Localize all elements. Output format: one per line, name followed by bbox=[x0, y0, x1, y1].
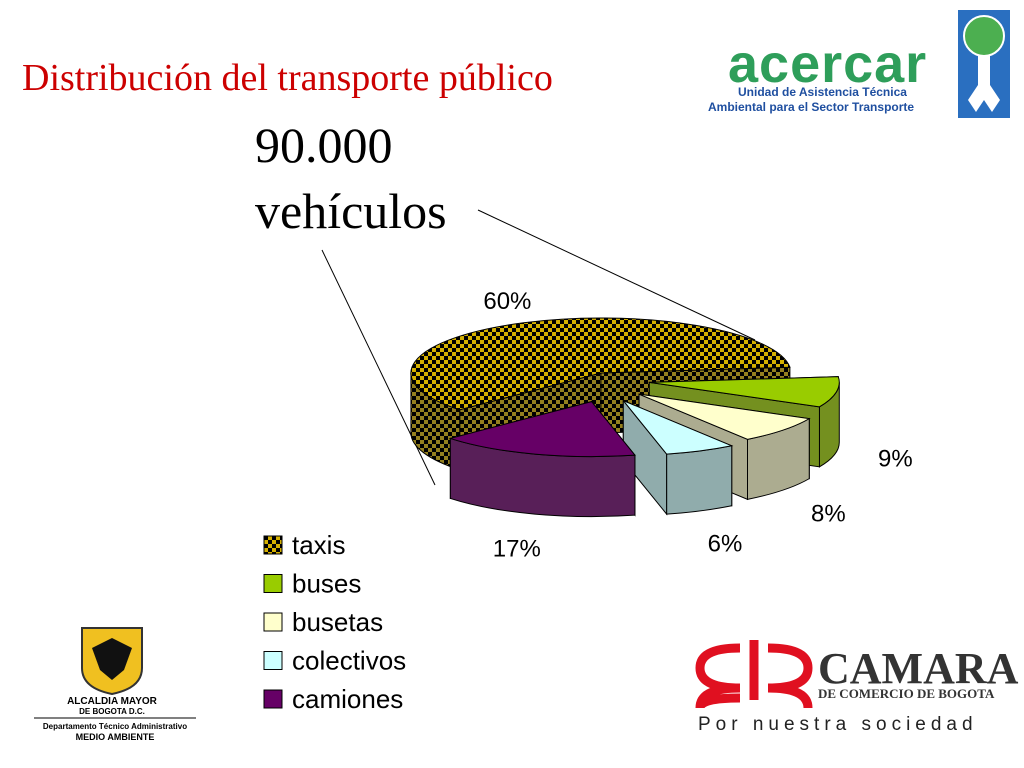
title: Distribución del transporte público bbox=[22, 57, 553, 99]
legend-swatch bbox=[263, 612, 283, 632]
data-label: 17% bbox=[493, 535, 541, 562]
camara-symbol bbox=[695, 640, 813, 710]
slice bbox=[448, 401, 636, 458]
data-label: 6% bbox=[708, 531, 743, 558]
callout-line bbox=[477, 209, 756, 341]
pie: 60% 9% 8% 6% 17% bbox=[410, 288, 913, 562]
logo-text: MEDIO AMBIENTE bbox=[76, 732, 155, 742]
data-label: 60% bbox=[483, 288, 531, 315]
camara-logo: CAMARA DE COMERCIO DE BOGOTA Por nuestra… bbox=[695, 640, 1019, 735]
eagle bbox=[92, 638, 132, 680]
legend-label: colectivos bbox=[292, 646, 406, 676]
logo-tree bbox=[963, 15, 1005, 57]
logo-text: Ambiental para el Sector Transporte bbox=[708, 100, 914, 114]
logo-text: DE BOGOTA D.C. bbox=[79, 707, 145, 716]
logo-text: DE COMERCIO DE BOGOTA bbox=[818, 686, 995, 701]
legend-label: camiones bbox=[292, 684, 403, 714]
slice bbox=[638, 393, 811, 440]
legend-label: buses bbox=[292, 569, 361, 599]
slogan: Por nuestra sociedad bbox=[698, 714, 978, 735]
legend-label: busetas bbox=[292, 607, 383, 637]
alcaldia-logo: ALCALDIA MAYOR DE BOGOTA D.C. Departamen… bbox=[34, 627, 196, 742]
legend-swatch bbox=[263, 651, 283, 670]
logo-icon bbox=[968, 56, 1000, 112]
legend-swatch bbox=[263, 689, 283, 709]
logo-text: Unidad de Asistencia Técnica bbox=[738, 85, 907, 99]
logo-name: CAMARA bbox=[818, 644, 1019, 693]
legend-label: taxis bbox=[292, 530, 345, 560]
annotation: 90.000 bbox=[255, 117, 393, 173]
annotation: vehículos bbox=[255, 183, 447, 239]
legend-swatch bbox=[263, 574, 283, 593]
slice-wall bbox=[666, 445, 733, 515]
logo-text: ALCALDIA MAYOR bbox=[67, 696, 158, 707]
legend-swatch bbox=[263, 535, 283, 555]
slice bbox=[622, 400, 734, 455]
data-label: 8% bbox=[811, 501, 846, 528]
legend: taxis buses busetas colectivos camiones bbox=[263, 530, 406, 714]
slice bbox=[649, 376, 840, 408]
acercar-logo: acercar Unidad de Asistencia Técnica Amb… bbox=[708, 10, 1010, 118]
data-label: 9% bbox=[878, 445, 913, 472]
logo-text: Departamento Técnico Administrativo bbox=[43, 722, 187, 731]
slice bbox=[410, 317, 791, 411]
logo-name: acercar bbox=[728, 34, 927, 94]
